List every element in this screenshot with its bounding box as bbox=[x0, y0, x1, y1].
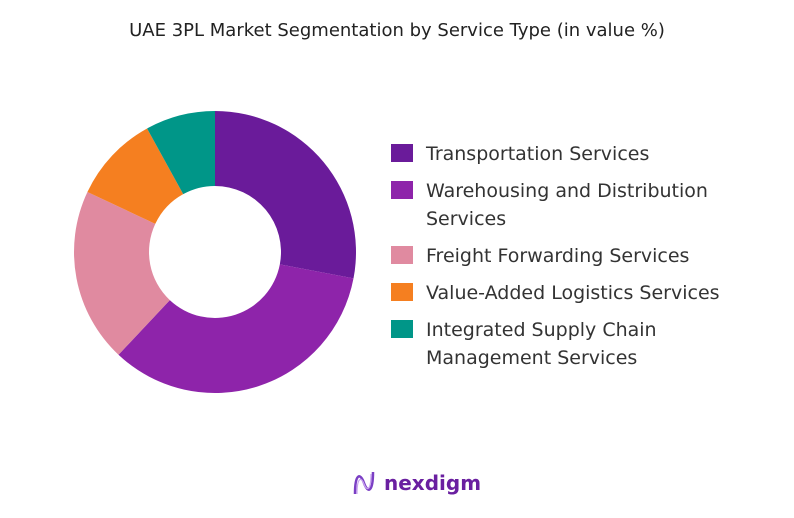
donut-slice-0 bbox=[215, 111, 356, 279]
legend-swatch bbox=[391, 320, 413, 338]
legend-label: Warehousing and Distribution Services bbox=[426, 180, 708, 230]
legend-label: Transportation Services bbox=[426, 143, 650, 165]
legend-label: Value-Added Logistics Services bbox=[426, 282, 720, 304]
legend-item: Value-Added Logistics Services bbox=[391, 279, 771, 307]
legend-item: Freight Forwarding Services bbox=[391, 242, 771, 270]
logo-icon bbox=[353, 471, 375, 495]
legend-label: Freight Forwarding Services bbox=[426, 245, 690, 267]
donut-slice-4 bbox=[147, 111, 215, 195]
legend-item: Integrated Supply Chain Management Servi… bbox=[391, 316, 771, 372]
legend-swatch bbox=[391, 144, 413, 162]
logo-text: nexdigm bbox=[384, 471, 482, 495]
legend-swatch bbox=[391, 246, 413, 264]
legend-swatch bbox=[391, 181, 413, 199]
legend-label: Integrated Supply Chain Management Servi… bbox=[426, 319, 657, 369]
legend-swatch bbox=[391, 283, 413, 301]
legend: Transportation Services Warehousing and D… bbox=[391, 140, 771, 381]
legend-item: Transportation Services bbox=[391, 140, 771, 168]
donut-slice-3 bbox=[87, 128, 184, 224]
chart-title: UAE 3PL Market Segmentation by Service T… bbox=[129, 20, 665, 41]
legend-item: Warehousing and Distribution Services bbox=[391, 177, 771, 233]
donut-slice-2 bbox=[73, 191, 170, 355]
nexdigm-logo: nexdigm bbox=[352, 470, 481, 496]
donut-slice-1 bbox=[118, 264, 354, 393]
